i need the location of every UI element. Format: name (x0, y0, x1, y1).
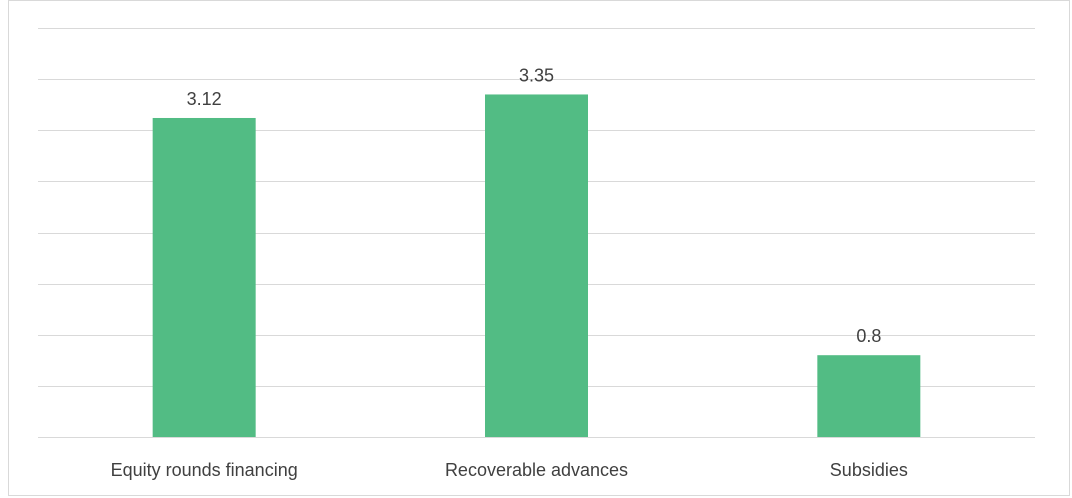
category-label-1: Recoverable advances (445, 460, 628, 480)
category-tick-labels: Equity rounds financing Recoverable advan… (111, 460, 908, 480)
category-label-0: Equity rounds financing (111, 460, 298, 480)
bar-chart: 3.12 3.35 0.8 Equity rounds financing Recov… (38, 28, 1035, 480)
bars (152, 94, 921, 438)
chart-frame: 3.12 3.35 0.8 Equity rounds financing Recov… (8, 0, 1070, 496)
data-label-1: 3.35 (519, 65, 554, 85)
data-label-2: 0.8 (856, 326, 881, 346)
bar-0 (152, 117, 256, 437)
data-labels: 3.12 3.35 0.8 (187, 65, 882, 346)
data-label-0: 3.12 (187, 89, 222, 109)
bar-1 (485, 94, 588, 438)
category-label-2: Subsidies (830, 460, 908, 480)
bar-2 (817, 355, 921, 437)
